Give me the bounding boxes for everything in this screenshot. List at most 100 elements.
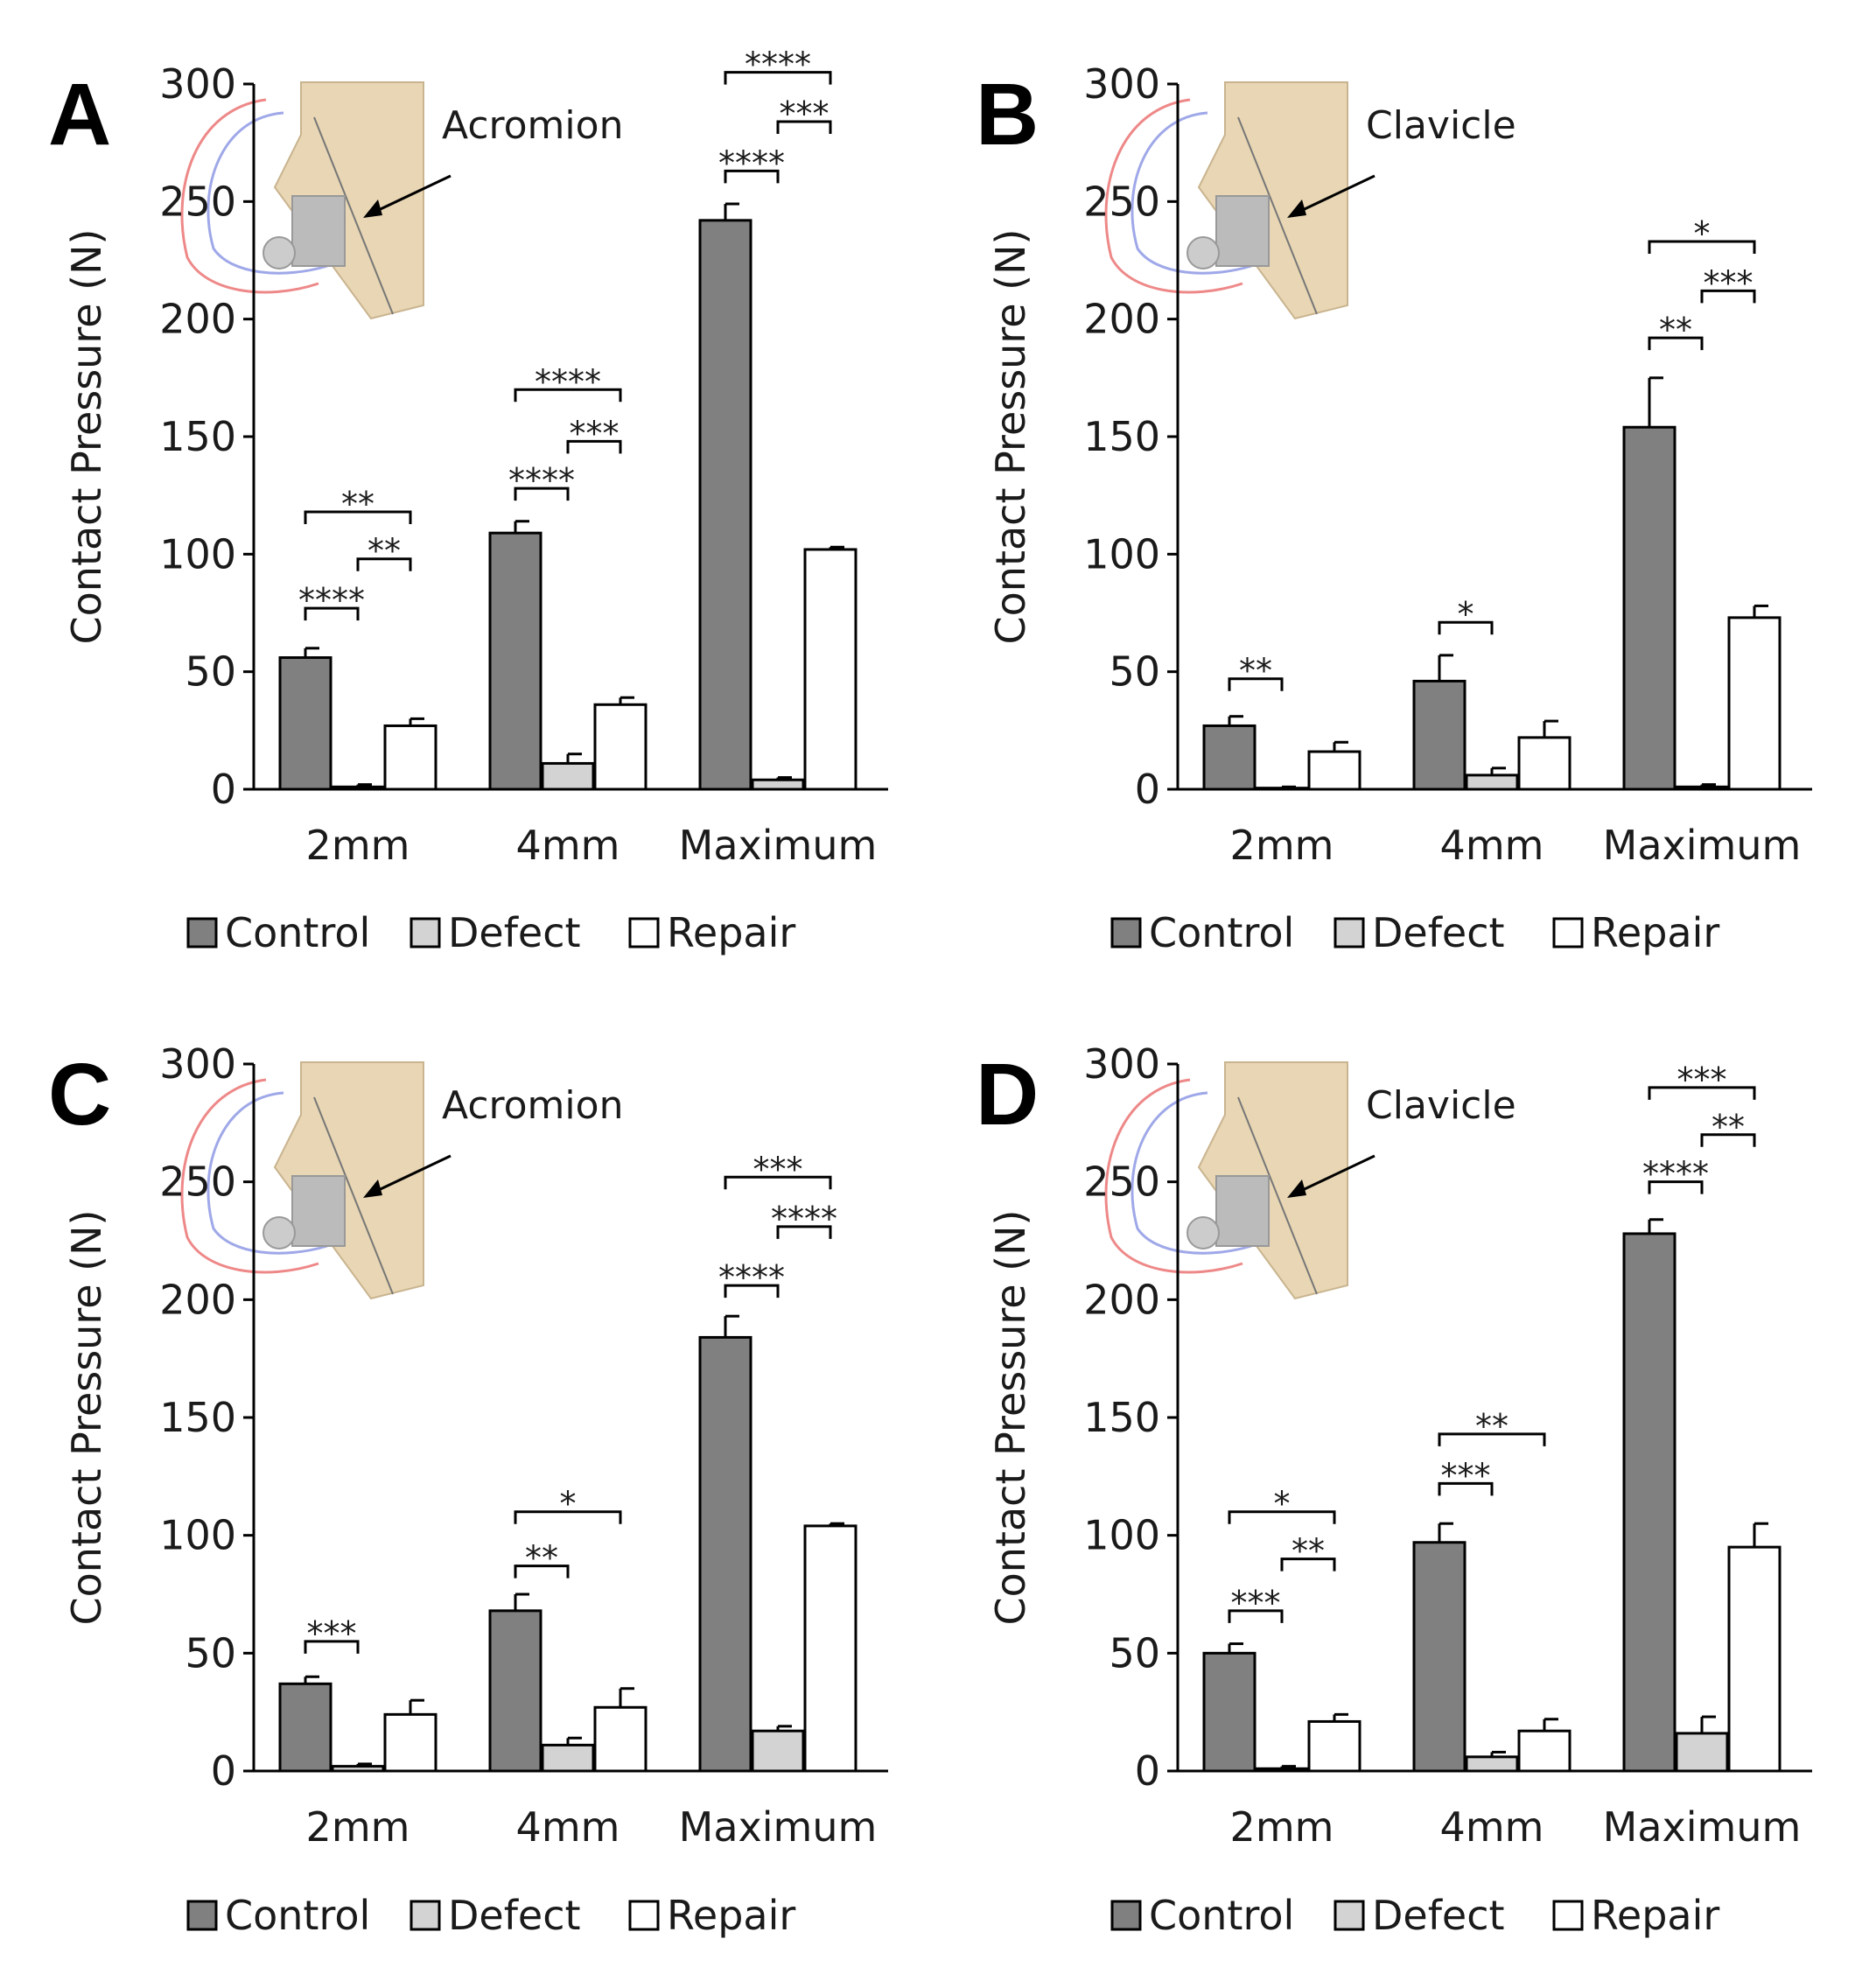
significance-label: **** — [1642, 1155, 1709, 1194]
y-tick-label: 0 — [1135, 1747, 1160, 1795]
inset-label: Clavicle — [1366, 1083, 1516, 1128]
significance-bracket — [776, 120, 832, 134]
significance-bracket — [566, 439, 622, 454]
legend-label-control: Control — [1149, 909, 1294, 956]
significance-bracket — [304, 510, 412, 524]
bar-defect — [1675, 785, 1729, 791]
plate-line — [1237, 116, 1318, 315]
bar-control — [488, 1609, 542, 1773]
significance-bracket — [514, 1564, 570, 1578]
legend-swatch-repair — [1552, 1900, 1584, 1931]
legend-swatch-control — [1110, 917, 1142, 948]
y-tick-label: 150 — [1083, 1394, 1160, 1441]
bar-defect — [1255, 1767, 1309, 1773]
significance-label: * — [1274, 1485, 1291, 1523]
plate-line — [1237, 1096, 1318, 1295]
legend-label-control: Control — [225, 1892, 370, 1939]
significance-bracket — [1700, 1133, 1756, 1147]
legend-label-control: Control — [1149, 1892, 1294, 1939]
significance-bracket — [514, 486, 570, 501]
bar-defect — [331, 1765, 385, 1773]
inset-arrow-line — [1291, 174, 1376, 217]
bar-control — [698, 219, 752, 791]
bar-repair — [1517, 1729, 1572, 1773]
plate-line — [313, 116, 394, 315]
ligament-blue — [206, 111, 328, 275]
y-tick-label: 100 — [159, 1512, 236, 1559]
legend-swatch-defect — [410, 917, 441, 948]
bar-defect — [331, 785, 385, 791]
significance-label: *** — [307, 1614, 357, 1653]
y-tick-label: 200 — [159, 296, 236, 343]
y-tick-label: 250 — [1083, 1158, 1160, 1206]
legend-label-repair: Repair — [1591, 909, 1719, 956]
panel-letter: C — [48, 1046, 111, 1144]
ligament-red — [1104, 1078, 1243, 1274]
y-tick-label: 0 — [211, 1747, 236, 1795]
inset-arrow-head — [1287, 200, 1306, 218]
significance-label: **** — [718, 144, 785, 182]
bar-repair — [803, 548, 858, 791]
clip-gray — [1215, 1175, 1270, 1247]
bar-defect — [1465, 1755, 1519, 1773]
panel-d: D Clavicle 0 50 100 150 200 250 300 Contact Press… — [976, 1040, 1812, 1939]
y-tick-label: 50 — [185, 1629, 236, 1676]
legend-label-repair: Repair — [1591, 1892, 1719, 1939]
legend-swatch-control — [1110, 1900, 1142, 1931]
bar-defect — [541, 761, 595, 791]
panel-c: C Acromion 0 50 100 150 200 250 300 Contact Press… — [48, 1040, 888, 1939]
significance-label: ** — [1712, 1108, 1745, 1146]
significance-label: *** — [1441, 1456, 1491, 1494]
y-tick-label: 300 — [159, 1040, 236, 1088]
bar-control — [278, 1682, 332, 1773]
ligament-red — [180, 98, 319, 294]
bar-repair — [593, 1705, 648, 1773]
y-tick-label: 100 — [1083, 530, 1160, 578]
legend-swatch-repair — [628, 1900, 660, 1931]
bone-plate — [273, 1061, 424, 1300]
legend-label-defect: Defect — [1372, 909, 1505, 956]
category-label: 4mm — [516, 1803, 620, 1851]
significance-bracket — [1700, 289, 1756, 304]
significance-label: **** — [508, 461, 575, 500]
legend-swatch-defect — [1334, 1900, 1365, 1931]
bar-repair — [1517, 736, 1572, 791]
plate-line — [313, 1096, 394, 1295]
significance-label: **** — [535, 362, 601, 401]
significance-bracket — [1228, 1510, 1336, 1524]
y-tick-label: 0 — [1135, 766, 1160, 813]
significance-label: *** — [1704, 263, 1754, 302]
ligament-blue — [1130, 111, 1252, 275]
bone-plate — [1197, 1061, 1348, 1300]
significance-label: * — [1458, 595, 1474, 634]
bar-control — [1412, 1541, 1466, 1773]
clip-gray — [291, 1175, 346, 1247]
bar-repair — [1727, 1545, 1782, 1773]
legend-label-control: Control — [225, 909, 370, 956]
significance-label: *** — [570, 414, 620, 452]
bar-defect — [1465, 774, 1519, 791]
shoulder-inset-illustration — [1104, 1061, 1348, 1300]
significance-label: *** — [1677, 1060, 1727, 1099]
bar-defect — [541, 1743, 595, 1773]
y-tick-label: 50 — [1109, 1629, 1160, 1676]
category-label: 2mm — [1230, 1803, 1334, 1851]
category-label: 4mm — [1440, 822, 1544, 869]
significance-label: ** — [1659, 311, 1692, 349]
significance-label: **** — [718, 1258, 785, 1297]
legend-swatch-control — [186, 1900, 218, 1931]
y-tick-label: 250 — [159, 178, 236, 225]
category-label: Maximum — [679, 822, 878, 869]
panel-letter: D — [976, 1046, 1039, 1144]
y-tick-label: 150 — [159, 413, 236, 460]
legend-label-repair: Repair — [667, 909, 795, 956]
inset-arrow-line — [1291, 1154, 1376, 1197]
significance-bracket — [514, 1510, 622, 1524]
y-tick-label: 0 — [211, 766, 236, 813]
bar-control — [488, 531, 542, 791]
y-axis-label: Contact Pressure (N) — [63, 1210, 110, 1626]
bar-defect — [1675, 1732, 1729, 1773]
significance-bracket — [1648, 1086, 1756, 1100]
y-tick-label: 250 — [159, 1158, 236, 1206]
significance-label: **** — [771, 1200, 837, 1238]
